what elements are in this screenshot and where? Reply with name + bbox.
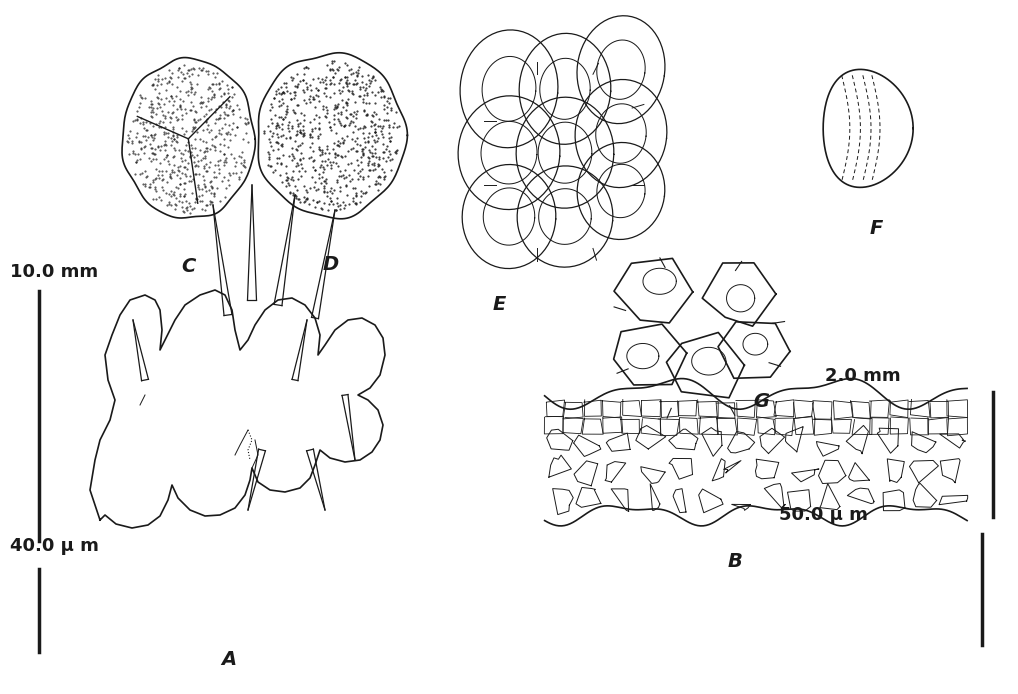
- Text: 10.0 mm: 10.0 mm: [10, 263, 99, 281]
- Text: G: G: [753, 392, 770, 411]
- Text: 40.0 μ m: 40.0 μ m: [10, 537, 99, 555]
- Text: E: E: [492, 296, 506, 314]
- Text: 50.0 μ m: 50.0 μ m: [779, 506, 867, 524]
- Text: F: F: [869, 219, 883, 237]
- Text: 2.0 mm: 2.0 mm: [825, 367, 900, 385]
- Text: C: C: [181, 257, 195, 276]
- Text: B: B: [727, 552, 742, 570]
- Text: D: D: [323, 255, 339, 274]
- Text: A: A: [222, 650, 236, 669]
